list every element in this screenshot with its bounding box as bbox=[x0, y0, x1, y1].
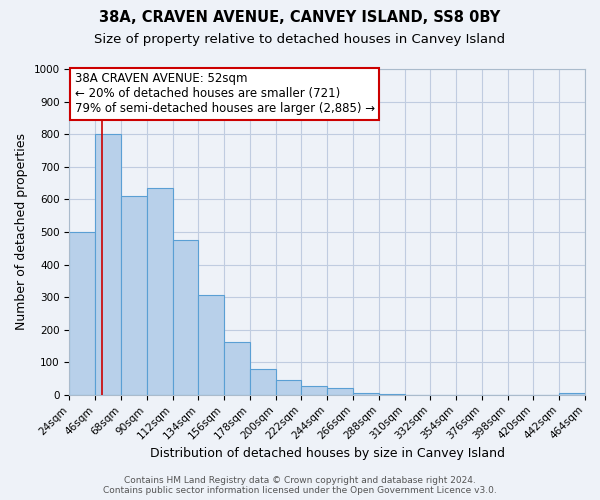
Text: Size of property relative to detached houses in Canvey Island: Size of property relative to detached ho… bbox=[94, 32, 506, 46]
Bar bbox=[353, 392, 379, 395]
Bar bbox=[199, 296, 224, 395]
Bar bbox=[173, 240, 199, 395]
Bar bbox=[224, 342, 250, 395]
Text: Contains HM Land Registry data © Crown copyright and database right 2024.
Contai: Contains HM Land Registry data © Crown c… bbox=[103, 476, 497, 495]
Bar bbox=[275, 380, 301, 395]
Bar bbox=[147, 188, 173, 395]
Bar bbox=[95, 134, 121, 395]
Y-axis label: Number of detached properties: Number of detached properties bbox=[15, 134, 28, 330]
Text: 38A, CRAVEN AVENUE, CANVEY ISLAND, SS8 0BY: 38A, CRAVEN AVENUE, CANVEY ISLAND, SS8 0… bbox=[100, 10, 500, 25]
Bar bbox=[121, 196, 147, 395]
Text: 38A CRAVEN AVENUE: 52sqm
← 20% of detached houses are smaller (721)
79% of semi-: 38A CRAVEN AVENUE: 52sqm ← 20% of detach… bbox=[74, 72, 374, 116]
Bar bbox=[301, 386, 327, 395]
X-axis label: Distribution of detached houses by size in Canvey Island: Distribution of detached houses by size … bbox=[150, 447, 505, 460]
Bar bbox=[327, 388, 353, 395]
Bar bbox=[250, 370, 275, 395]
Bar bbox=[70, 232, 95, 395]
Bar bbox=[559, 393, 585, 395]
Bar bbox=[379, 394, 404, 395]
